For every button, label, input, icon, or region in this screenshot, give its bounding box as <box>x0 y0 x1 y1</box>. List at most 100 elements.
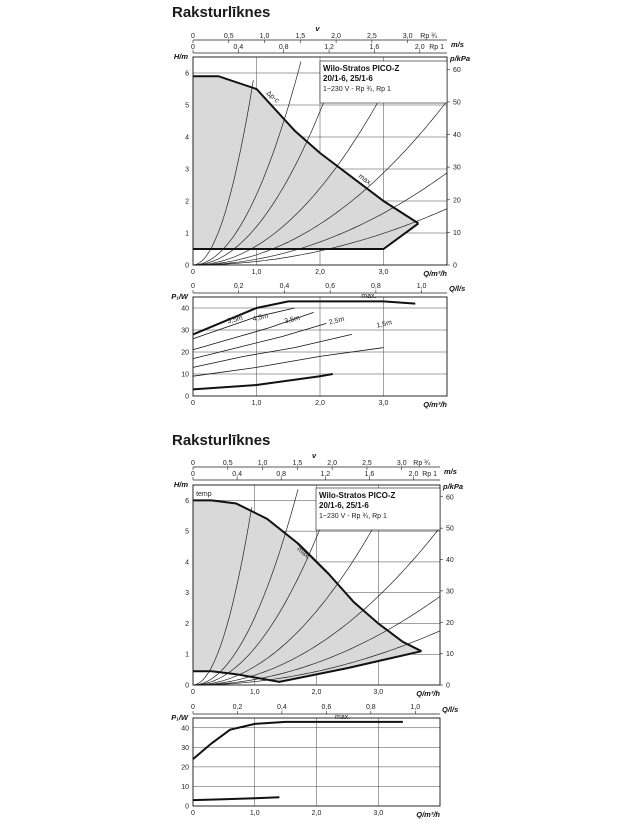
s1-p-x2tick-label: 1,0 <box>417 283 427 290</box>
s1-p-label-1: 5,5m <box>227 315 244 326</box>
s1-p-curve-5 <box>192 334 352 368</box>
s2-product-name: Wilo-Stratos PICO-Z <box>319 491 395 500</box>
s2-p-ylabel: P₁/W <box>171 713 189 722</box>
s1-h-frame <box>192 56 448 266</box>
s2-system-curve <box>192 507 253 686</box>
s1-rp1-tick-label: 1,2 <box>324 44 334 51</box>
s2-h-xlabel: Q/m³/h <box>416 689 440 698</box>
s2-p-x2label: Q/l/s <box>442 705 458 714</box>
s2-h-y2tick-label: 40 <box>446 557 454 564</box>
s1-h-curve-3 <box>193 222 419 250</box>
s1-h-ylabel: H/m <box>174 52 189 61</box>
s1-rp1-unit: Rp 1 <box>429 44 444 51</box>
s2-system-curve <box>193 630 441 686</box>
s1-p-curve-1 <box>192 300 416 336</box>
s1-p-xtick-label: 3,0 <box>379 400 389 407</box>
s1-rp34-tick-label: 1,5 <box>295 33 305 40</box>
s1-p-curve-7 <box>192 373 333 391</box>
s1-rp1-tick-label: 0,4 <box>233 44 243 51</box>
s2-p-ytick-label: 0 <box>185 804 189 811</box>
s2-p-ytick-label: 10 <box>181 784 189 791</box>
s1-h-y2tick-label: 60 <box>453 67 461 74</box>
s1-p-label-3: 3,5m <box>284 315 301 326</box>
s2-p-x2tick-label: 0,6 <box>322 704 332 711</box>
s2-h-ylabel: H/m <box>174 480 189 489</box>
s2-rp1-tick-label: 0,8 <box>276 471 286 478</box>
s2-rp34-unit: Rp ¾ <box>413 460 430 467</box>
s1-system-curve <box>193 62 400 266</box>
s1-rp34-tick-label: 3,0 <box>403 33 413 40</box>
s1-h-ytick-label: 0 <box>185 263 189 270</box>
s1-rp1-tick-label: 2,0 <box>415 44 425 51</box>
s1-h-ytick-label: 3 <box>185 167 189 174</box>
s1-h-ylabel-right: p/kPa <box>449 54 470 63</box>
s1-h-xtick-label: 3,0 <box>379 269 389 276</box>
s1-p-x2tick-label: 0,2 <box>234 283 244 290</box>
s1-p-label-4: 2,5m <box>328 316 345 327</box>
s2-h-frame <box>192 484 441 686</box>
s1-h-curve-1 <box>193 75 321 154</box>
s1-rp1-tick-label: 1,6 <box>370 44 380 51</box>
s2-rp34-tick-label: 0,5 <box>223 460 233 467</box>
s1-p-label-2: 4,5m <box>252 313 269 324</box>
s1-h-ytick-label: 1 <box>185 231 189 238</box>
s2-rp1-tick-label: 2,0 <box>409 471 419 478</box>
s2-rp34-tick-label: 3,0 <box>397 460 407 467</box>
s1-p-label-max: max. <box>361 293 376 300</box>
s1-operating-area <box>193 76 419 249</box>
s1-p-frame <box>192 296 448 397</box>
s1-p-ytick-label: 0 <box>185 394 189 401</box>
s1-rp34-tick-label: 1,0 <box>260 33 270 40</box>
s2-h-ytick-label: 2 <box>185 621 189 628</box>
s2-p-x2tick-label: 0,2 <box>233 704 243 711</box>
s2-p-xtick-label: 1,0 <box>250 810 260 817</box>
s1-p-ytick-label: 40 <box>181 306 189 313</box>
s1-p-x2tick-label: 0,8 <box>371 283 381 290</box>
s1-p-curve-3 <box>192 312 314 351</box>
s1-p-label-5: 1,5m <box>376 319 393 330</box>
s1-p-curve-6 <box>192 347 384 377</box>
s2-h-ytick-label: 1 <box>185 652 189 659</box>
s1-p-xlabel: Q/m³/h <box>423 400 447 409</box>
s2-product-supply: 1~230 V - Rp ¾, Rp 1 <box>319 513 387 520</box>
s1-p-curve-4 <box>192 323 327 359</box>
s2-rp34-tick-label: 0 <box>191 460 195 467</box>
s1-product-box <box>319 60 448 104</box>
s1-system-curve <box>192 61 302 266</box>
s2-h-ylabel-right: p/kPa <box>442 482 463 491</box>
s2-h-curve-2 <box>297 542 330 575</box>
s2-p-frame <box>192 717 441 807</box>
s2-p-ytick-label: 40 <box>181 725 189 732</box>
s2-system-curve <box>193 596 441 686</box>
s2-rp34-tick-label: 2,0 <box>327 460 337 467</box>
s2-rp1-tick-label: 0,4 <box>232 471 242 478</box>
s2-h-y2tick-label: 20 <box>446 620 454 627</box>
s2-p-ytick-label: 20 <box>181 764 189 771</box>
s2-h-y2tick-label: 10 <box>446 651 454 658</box>
s2-h-y2tick-label: 30 <box>446 588 454 595</box>
s1-p-x2tick-label: 0 <box>191 283 195 290</box>
s2-p-xlabel: Q/m³/h <box>416 810 440 819</box>
s1-h-xtick-label: 0 <box>191 269 195 276</box>
s1-rp34-tick-label: 0,5 <box>224 33 234 40</box>
s2-h-xtick-label: 0 <box>191 689 195 696</box>
s2-rp34-tick-label: 2,5 <box>362 460 372 467</box>
s1-h-xtick-label: 2,0 <box>315 269 325 276</box>
s2-system-curve <box>192 489 336 686</box>
s1-p-xtick-label: 1,0 <box>252 400 262 407</box>
s1-p-ytick-label: 20 <box>181 350 189 357</box>
s2-p-xtick-label: 3,0 <box>373 810 383 817</box>
s1-p-ytick-label: 30 <box>181 328 189 335</box>
s1-p-x2label: Q/l/s <box>449 284 465 293</box>
s1-h-curve-2 <box>319 152 419 225</box>
s2-product-box <box>315 487 441 531</box>
s2-product-models: 20/1-6, 25/1-6 <box>319 501 369 510</box>
section-title-1: Raksturlīknes <box>172 4 271 21</box>
s1-p-ylabel: P₁/W <box>171 292 189 301</box>
s2-p-curve-1 <box>192 720 403 760</box>
s1-h-y2tick-label: 0 <box>453 263 457 270</box>
s2-h-y2tick-label: 60 <box>446 494 454 501</box>
s1-h-ytick-label: 4 <box>185 135 189 142</box>
s2-label-temp: temp <box>196 491 212 498</box>
